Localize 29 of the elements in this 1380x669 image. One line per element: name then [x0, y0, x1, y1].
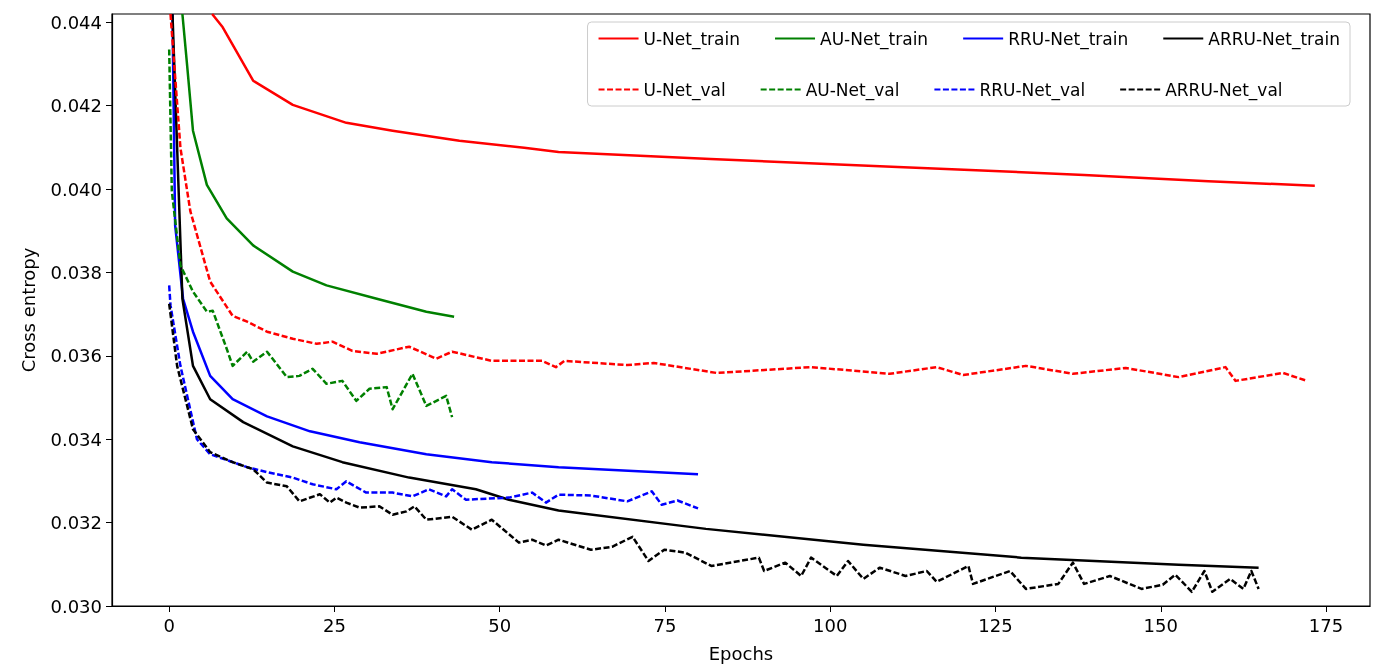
y-tick-label: 0.038 [50, 261, 102, 283]
y-tick-label: 0.032 [50, 512, 102, 534]
x-tick-label: 125 [978, 614, 1013, 636]
legend-label: AU-Net_train [820, 28, 929, 50]
legend-label: U-Net_train [643, 28, 741, 50]
legend-label: ARRU-Net_train [1208, 28, 1341, 50]
y-tick-label: 0.034 [50, 428, 102, 450]
y-tick-label: 0.036 [50, 345, 102, 367]
line-series [167, 48, 454, 419]
x-tick-label: 150 [1143, 614, 1178, 636]
x-tick-label: 0 [163, 614, 175, 636]
legend-label: RRU-Net_val [979, 79, 1086, 101]
x-axis-title: Epochs [708, 642, 774, 664]
x-tick-label: 25 [322, 614, 346, 636]
legend-label: U-Net_val [643, 79, 726, 101]
y-tick-label: 0.030 [50, 595, 102, 617]
y-axis-title: Cross entropy [17, 247, 39, 373]
line-series [181, 12, 456, 318]
y-tick-label: 0.040 [50, 178, 102, 200]
x-tick-label: 100 [813, 614, 848, 636]
legend-label: RRU-Net_train [1008, 28, 1129, 50]
x-tick-label: 175 [1308, 614, 1344, 636]
x-tick-label: 50 [488, 614, 512, 636]
legend-label: AU-Net_val [805, 79, 900, 101]
y-tick-label: 0.044 [50, 11, 102, 33]
line-series [167, 284, 700, 510]
legend-label: ARRU-Net_val [1165, 79, 1283, 101]
y-tick-label: 0.042 [50, 95, 102, 117]
x-tick-label: 75 [653, 614, 677, 636]
